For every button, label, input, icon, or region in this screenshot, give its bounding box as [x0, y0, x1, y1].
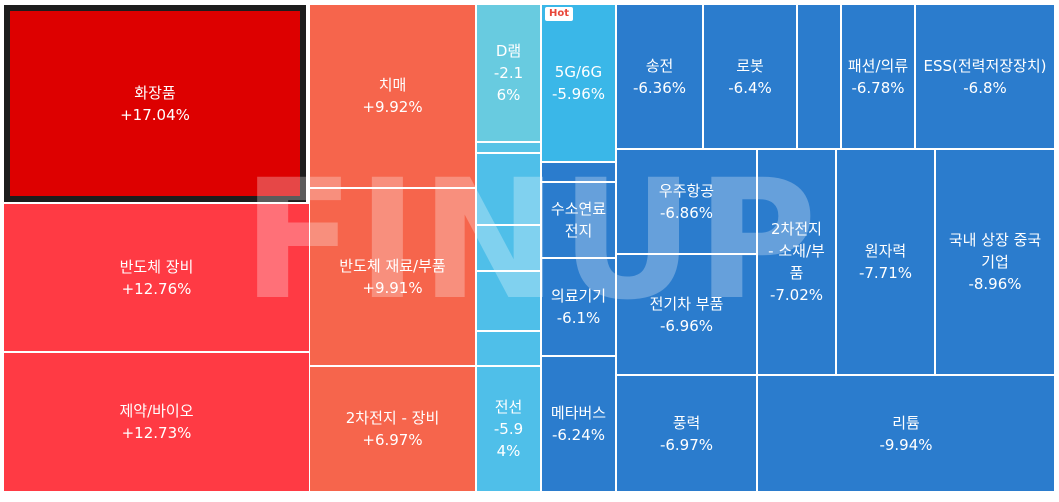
tile-battery-equipment[interactable]: 2차전지 - 장비 +6.97% — [310, 367, 475, 491]
tile-name: 2차전지 - 소재/부품 — [768, 220, 825, 282]
tile-change: -5.96% — [551, 85, 606, 103]
tile-unlabeled[interactable] — [477, 143, 540, 152]
tile-metaverse[interactable]: 메타버스 -6.24% — [542, 357, 615, 491]
tile-fashion-apparel[interactable]: 패션/의류 -6.78% — [842, 5, 914, 148]
tile-name: 송전 — [645, 56, 674, 75]
tile-name: 패션/의류 — [847, 56, 909, 75]
tile-change: -6.8% — [963, 78, 1007, 97]
tile-listed-chinese-companies[interactable]: 국내 상장 중국기업 -8.96% — [936, 150, 1054, 374]
tile-change: -6.97% — [659, 435, 714, 454]
tile-change: -8.96% — [968, 275, 1022, 293]
tile-name: 전기차 부품 — [649, 294, 724, 313]
tile-name: 로봇 — [736, 56, 764, 75]
tile-name: 2차전지 - 장비 — [345, 409, 440, 427]
tile-robot[interactable]: 로봇 -6.4% — [704, 5, 796, 148]
tile-name: 치매 — [378, 76, 407, 94]
tile-hydrogen-fuel-cell[interactable]: 수소연료전지 — [542, 183, 615, 257]
tile-change: -6.24% — [551, 426, 606, 444]
tile-name: 반도체 재료/부품 — [339, 257, 446, 275]
tile-aerospace[interactable]: 우주항공 -6.86% — [617, 150, 756, 253]
tile-unlabeled[interactable] — [798, 5, 840, 148]
tile-change: -6.1% — [556, 309, 601, 327]
tile-name: 우주항공 — [658, 181, 715, 200]
tile-unlabeled[interactable] — [477, 332, 540, 365]
tile-semiconductor-materials[interactable]: 반도체 재료/부품 +9.91% — [310, 189, 475, 365]
tile-name: D램 — [495, 42, 522, 60]
hot-badge: Hot — [545, 7, 574, 21]
tile-battery-materials[interactable]: 2차전지 - 소재/부품 -7.02% — [758, 150, 835, 374]
tile-change: -2.16% — [493, 64, 524, 104]
tile-nuclear[interactable]: 원자력 -7.71% — [837, 150, 934, 374]
tile-change: -7.71% — [858, 264, 913, 282]
tile-dram[interactable]: D램 -2.16% — [477, 5, 540, 141]
tile-lithium[interactable]: 리튬 -9.94% — [758, 376, 1054, 491]
tile-change: -6.36% — [632, 78, 687, 97]
tile-change: +12.73% — [121, 424, 192, 442]
tile-ev-parts[interactable]: 전기차 부품 -6.96% — [617, 255, 756, 374]
tile-unlabeled[interactable] — [477, 272, 540, 330]
tile-change: -6.78% — [851, 78, 905, 97]
tile-name: 수소연료전지 — [550, 200, 607, 240]
tile-name: 국내 상장 중국기업 — [948, 231, 1042, 271]
tile-change: -9.94% — [879, 435, 933, 454]
tile-name: 화장품 — [134, 83, 176, 102]
tile-name: 원자력 — [864, 242, 907, 260]
tile-change: +9.92% — [362, 98, 423, 116]
tile-change: +17.04% — [120, 105, 190, 124]
tile-wind-power[interactable]: 풍력 -6.97% — [617, 376, 756, 491]
tile-change: -6.96% — [659, 316, 714, 335]
tile-cable[interactable]: 전선 -5.94% — [477, 367, 540, 491]
tile-pharma-bio[interactable]: 제약/바이오 +12.73% — [4, 353, 309, 491]
tile-unlabeled[interactable] — [477, 226, 540, 270]
tile-name: 5G/6G — [554, 63, 603, 81]
tile-name: ESS(전력저장장치) — [923, 56, 1047, 75]
tile-change: +9.91% — [362, 279, 423, 297]
tile-name: 풍력 — [672, 413, 701, 432]
tile-change: +6.97% — [362, 431, 423, 449]
tile-name: 제약/바이오 — [119, 402, 194, 420]
tile-change: -5.94% — [493, 420, 524, 460]
tile-change: -6.4% — [728, 78, 772, 97]
tile-name: 반도체 장비 — [119, 257, 194, 276]
tile-name: 의료기기 — [550, 287, 607, 305]
tile-unlabeled[interactable] — [542, 163, 615, 181]
tile-name: 메타버스 — [550, 404, 607, 422]
tile-change: -6.86% — [659, 203, 714, 222]
tile-5g-6g[interactable]: 5G/6G -5.96% — [542, 5, 615, 161]
tile-ess[interactable]: ESS(전력저장장치) -6.8% — [916, 5, 1054, 148]
tile-unlabeled[interactable] — [477, 154, 540, 224]
tile-power-transmission[interactable]: 송전 -6.36% — [617, 5, 702, 148]
tile-semiconductor-equipment[interactable]: 반도체 장비 +12.76% — [4, 204, 309, 351]
tile-change: -7.02% — [769, 286, 824, 304]
tile-cosmetics[interactable]: 화장품 +17.04% — [4, 5, 306, 202]
tile-name: 리튬 — [892, 413, 920, 432]
tile-dementia[interactable]: 치매 +9.92% — [310, 5, 475, 187]
tile-change: +12.76% — [121, 279, 192, 298]
tile-medical-devices[interactable]: 의료기기 -6.1% — [542, 259, 615, 355]
tile-name: 전선 — [494, 398, 523, 416]
